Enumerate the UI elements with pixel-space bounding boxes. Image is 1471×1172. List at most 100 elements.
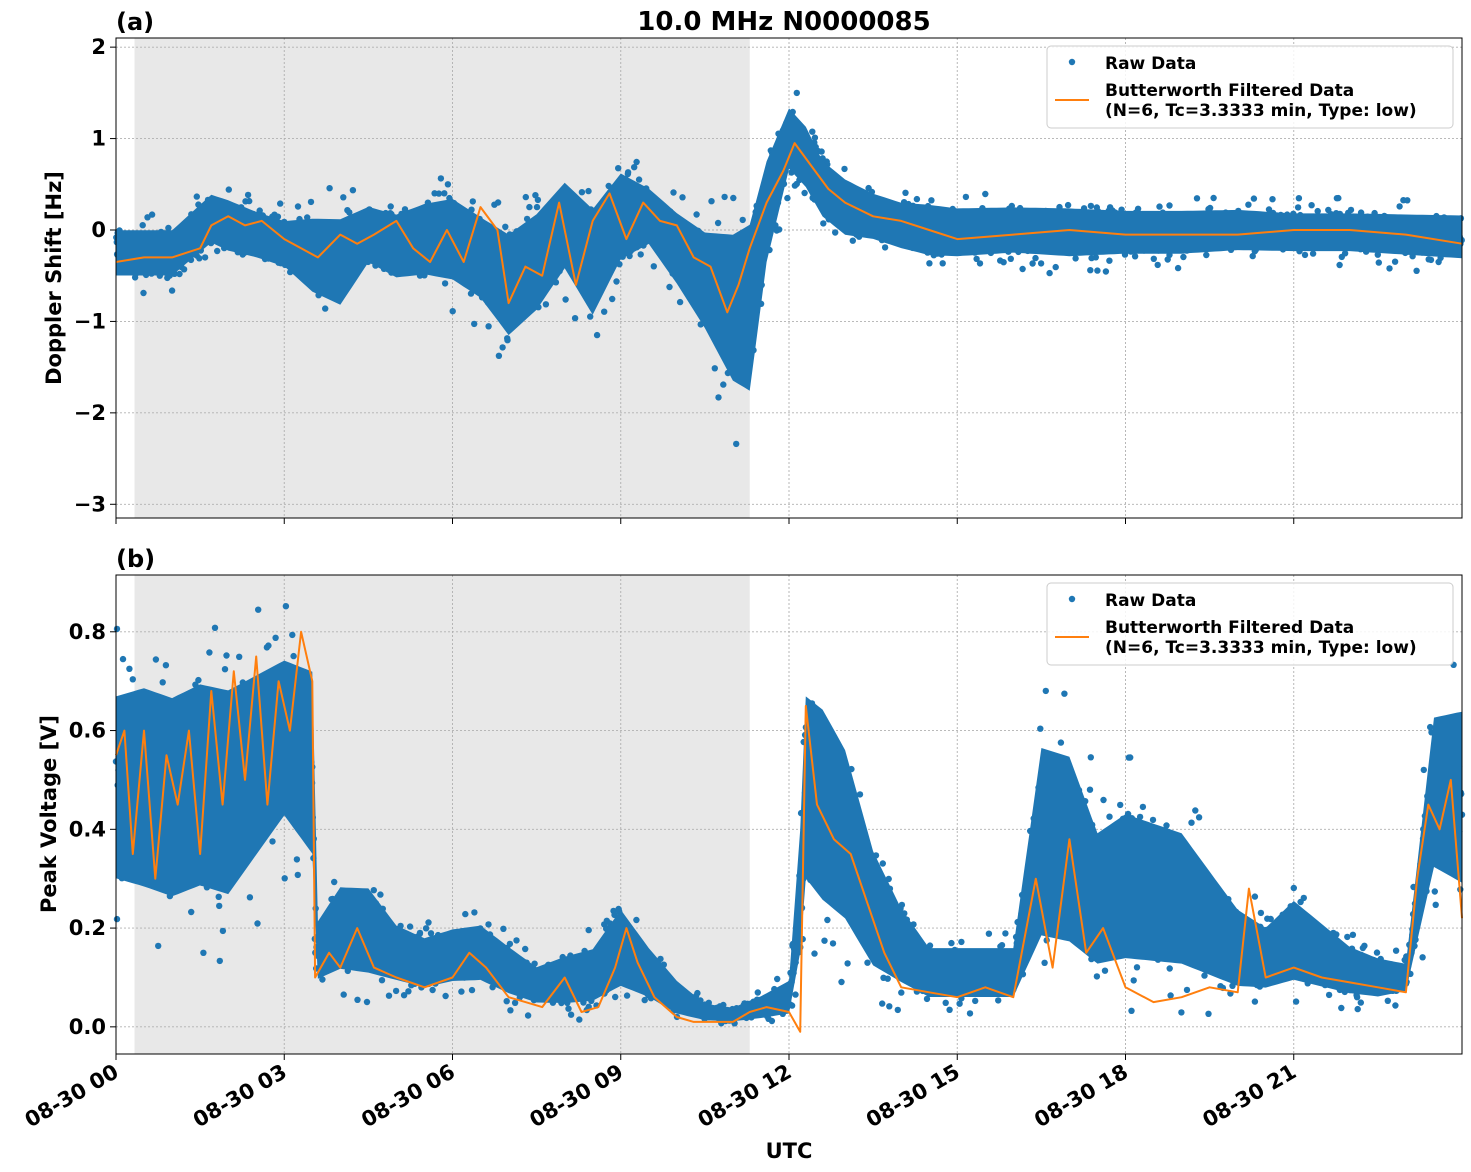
raw-data-point [966,1010,974,1017]
raw-data-point [1064,201,1072,209]
raw-data-dense-band [116,108,1462,391]
raw-data-point [733,440,740,448]
raw-data-point [1188,819,1195,826]
raw-data-point [462,910,469,918]
raw-data-point [471,320,478,328]
raw-data-point [923,995,931,1003]
raw-data-point [272,634,279,641]
raw-data-point [973,255,980,263]
raw-data-point [485,921,492,928]
raw-data-point [392,987,400,995]
raw-data-point [1100,796,1107,804]
raw-data-point [1335,194,1342,202]
raw-data-point [820,220,827,227]
raw-data-point [1295,195,1303,202]
raw-data-point [1127,754,1134,761]
raw-data-point [1294,204,1302,211]
raw-data-point [641,996,648,1004]
raw-data-point [507,1007,514,1014]
raw-data-point [1086,786,1094,793]
raw-data-point [188,908,195,916]
raw-data-point [1057,739,1065,746]
raw-data-point [565,1005,572,1012]
raw-data-point [894,1006,901,1014]
raw-data-point [442,992,449,1000]
raw-data-point [1201,972,1208,979]
raw-data-point [265,642,272,649]
raw-data-point [502,223,509,230]
raw-data-point [340,991,347,998]
raw-data-point [562,296,569,303]
raw-data-point [1427,256,1435,264]
raw-data-point [898,901,906,909]
raw-data-point [1250,195,1258,202]
raw-data-point [1308,202,1315,209]
raw-data-point [956,1000,963,1007]
raw-data-point [1128,1007,1135,1014]
raw-data-point [152,656,160,663]
raw-data-point [841,165,848,173]
raw-data-point [615,165,622,172]
raw-data-point [140,289,147,297]
raw-data-point [1192,807,1199,814]
raw-data-point [219,927,227,935]
raw-data-point [1154,261,1161,269]
raw-data-point [679,194,686,201]
raw-data-point [326,185,333,192]
raw-data-point [1314,207,1321,215]
raw-data-point [824,916,831,924]
raw-data-point [200,949,207,956]
raw-data-point [437,175,445,182]
raw-data-point [422,925,430,932]
raw-data-point [818,148,825,155]
raw-data-point [631,164,638,171]
raw-data-point [458,988,465,995]
raw-data-point [633,916,640,924]
raw-data-point [571,315,579,322]
raw-data-point [1341,250,1349,257]
raw-data-point [1210,194,1217,202]
raw-data-point [1375,259,1383,266]
raw-data-point [1106,813,1113,820]
raw-data-point [1087,754,1095,761]
raw-data-point [1193,195,1201,202]
raw-data-point [289,631,296,639]
raw-data-point [1251,998,1259,1005]
raw-data-point [1205,1010,1212,1017]
raw-data-point [331,878,338,886]
raw-data-point [1041,959,1048,966]
raw-data-point [363,998,371,1006]
raw-data-point [1029,260,1036,267]
raw-data-point [1163,822,1170,829]
raw-data-point [225,186,232,193]
shaded-region [134,38,750,518]
raw-data-point [902,189,909,196]
raw-data-point [1087,267,1094,274]
raw-data-point [449,308,456,315]
raw-data-point [139,222,146,229]
raw-data-point [585,187,592,195]
raw-data-point [739,216,746,224]
figure-title: 10.0 MHz N0000085 [637,7,930,37]
raw-data-point [293,856,301,863]
raw-data-point [534,196,542,204]
y-tick-label: −3 [74,492,106,516]
raw-data-point [211,624,219,631]
raw-data-point [1203,251,1210,259]
raw-data-point [926,260,933,267]
legend-filtered-label: Butterworth Filtered Data [1105,81,1354,101]
raw-data-point [532,192,539,199]
raw-data-point [982,190,989,198]
raw-data-point [774,975,781,983]
raw-data-point [972,997,979,1005]
raw-data-points [112,603,1466,1027]
raw-data-point [522,193,529,201]
raw-data-point [1136,813,1144,821]
raw-data-point [1094,267,1101,274]
raw-data-point [319,976,326,983]
raw-data-point [427,930,435,937]
raw-data-point [504,337,511,344]
raw-data-point [1037,260,1045,267]
raw-data-point [254,920,261,927]
